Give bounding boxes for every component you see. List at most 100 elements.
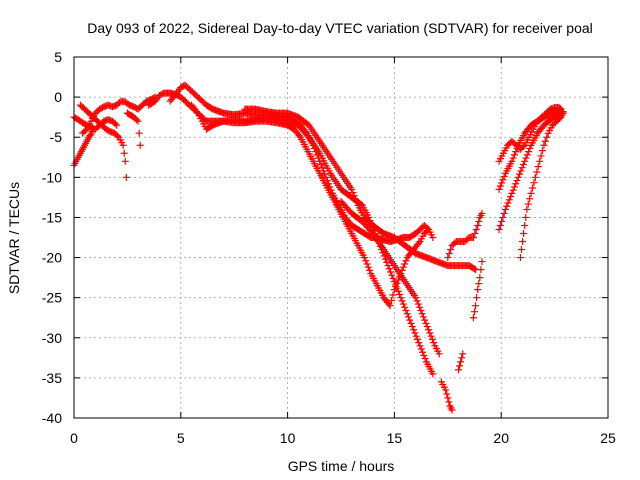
- data-point-marker: [384, 262, 392, 270]
- data-point-marker: [386, 302, 394, 310]
- data-point-marker: [469, 314, 477, 322]
- data-point-marker: [517, 246, 525, 254]
- data-point-marker: [527, 189, 535, 197]
- data-point-marker: [541, 137, 549, 145]
- data-point-marker: [135, 129, 143, 137]
- data-point-marker: [475, 217, 483, 225]
- data-point-marker: [526, 144, 534, 152]
- data-point-marker: [402, 307, 410, 315]
- data-point-marker: [520, 229, 528, 237]
- data-point-marker: [521, 157, 529, 165]
- data-point-marker: [360, 254, 368, 262]
- data-point-marker: [414, 300, 422, 308]
- data-point-marker: [404, 313, 412, 321]
- data-point-marker: [412, 332, 420, 340]
- data-point-marker: [113, 121, 121, 129]
- data-point-marker: [304, 132, 312, 140]
- data-point-marker: [473, 294, 481, 302]
- y-tick-label: -30: [42, 330, 62, 346]
- data-point-marker: [518, 164, 526, 172]
- data-point-marker: [430, 339, 438, 347]
- data-point-marker: [119, 141, 127, 149]
- data-point-marker: [429, 234, 437, 241]
- data-point-marker: [120, 149, 128, 157]
- data-point-marker: [349, 189, 357, 197]
- data-point-marker: [457, 358, 465, 366]
- data-point-marker: [407, 319, 415, 327]
- data-point-marker: [443, 390, 451, 398]
- data-point-marker: [392, 281, 400, 289]
- data-point-marker: [456, 362, 464, 370]
- data-point-marker: [512, 148, 520, 156]
- data-point-marker: [508, 189, 516, 197]
- data-point-marker: [411, 329, 419, 337]
- data-point-marker: [121, 157, 129, 165]
- data-point-marker: [504, 199, 512, 207]
- data-point-marker: [512, 180, 520, 188]
- data-point-marker: [523, 151, 531, 159]
- data-point-marker: [470, 265, 478, 273]
- data-point-marker: [471, 308, 478, 316]
- data-point-marker: [458, 354, 466, 362]
- data-point-marker: [428, 335, 436, 343]
- data-point-marker: [444, 394, 452, 402]
- y-axis-label: SDTVAR / TECUs: [6, 182, 22, 294]
- data-point-marker: [133, 116, 141, 124]
- y-tick-label: -40: [42, 410, 62, 426]
- y-tick-label: 0: [54, 89, 62, 105]
- data-point-marker: [529, 184, 537, 192]
- data-point-marker: [366, 266, 374, 274]
- data-point-marker: [426, 329, 434, 337]
- data-point-marker: [417, 307, 425, 315]
- data-point-marker: [412, 294, 420, 302]
- y-tick-label: -10: [42, 169, 62, 185]
- data-point-marker: [399, 263, 407, 271]
- data-point-marker: [425, 326, 433, 334]
- data-point-marker: [519, 143, 527, 151]
- data-point-marker: [500, 209, 508, 217]
- data-point-marker: [495, 185, 503, 193]
- data-point-marker: [389, 274, 397, 282]
- grid-lines: [74, 57, 608, 418]
- data-point-marker: [559, 109, 567, 117]
- data-point-marker: [499, 213, 507, 221]
- data-point-marker: [476, 274, 484, 282]
- data-point-marker: [419, 348, 427, 356]
- x-tick-label: 10: [280, 430, 296, 446]
- data-point-marker: [398, 297, 406, 305]
- data-point-marker: [323, 177, 331, 185]
- data-point-marker: [543, 133, 551, 141]
- data-point-marker: [522, 213, 530, 221]
- data-point-marker: [399, 300, 407, 308]
- data-point-marker: [474, 286, 482, 294]
- data-point-marker: [519, 160, 527, 168]
- data-point-marker: [413, 297, 421, 305]
- data-point-marker: [423, 224, 431, 232]
- data-point-marker: [513, 144, 521, 152]
- data-point-marker: [322, 173, 330, 181]
- data-point-marker: [352, 195, 360, 203]
- data-point-marker: [350, 192, 358, 200]
- y-tick-label: -35: [42, 370, 62, 386]
- y-tick-label: -25: [42, 290, 62, 306]
- data-point-marker: [522, 154, 530, 162]
- data-point-marker: [498, 179, 506, 187]
- data-point-marker: [536, 157, 544, 165]
- data-point-marker: [499, 176, 507, 184]
- data-point-marker: [519, 238, 527, 246]
- data-point-marker: [517, 167, 525, 175]
- data-point-marker: [448, 406, 456, 414]
- data-point-marker: [478, 209, 486, 217]
- data-markers: [70, 81, 567, 414]
- y-tick-label: 5: [54, 49, 62, 65]
- data-point-marker: [427, 332, 435, 340]
- data-point-marker: [134, 117, 142, 125]
- data-point-marker: [505, 196, 513, 204]
- data-point-marker: [394, 287, 402, 295]
- data-point-marker: [419, 313, 427, 321]
- data-point-marker: [415, 339, 423, 347]
- data-point-marker: [325, 180, 333, 188]
- data-point-marker: [420, 351, 428, 359]
- data-point-marker: [362, 257, 370, 265]
